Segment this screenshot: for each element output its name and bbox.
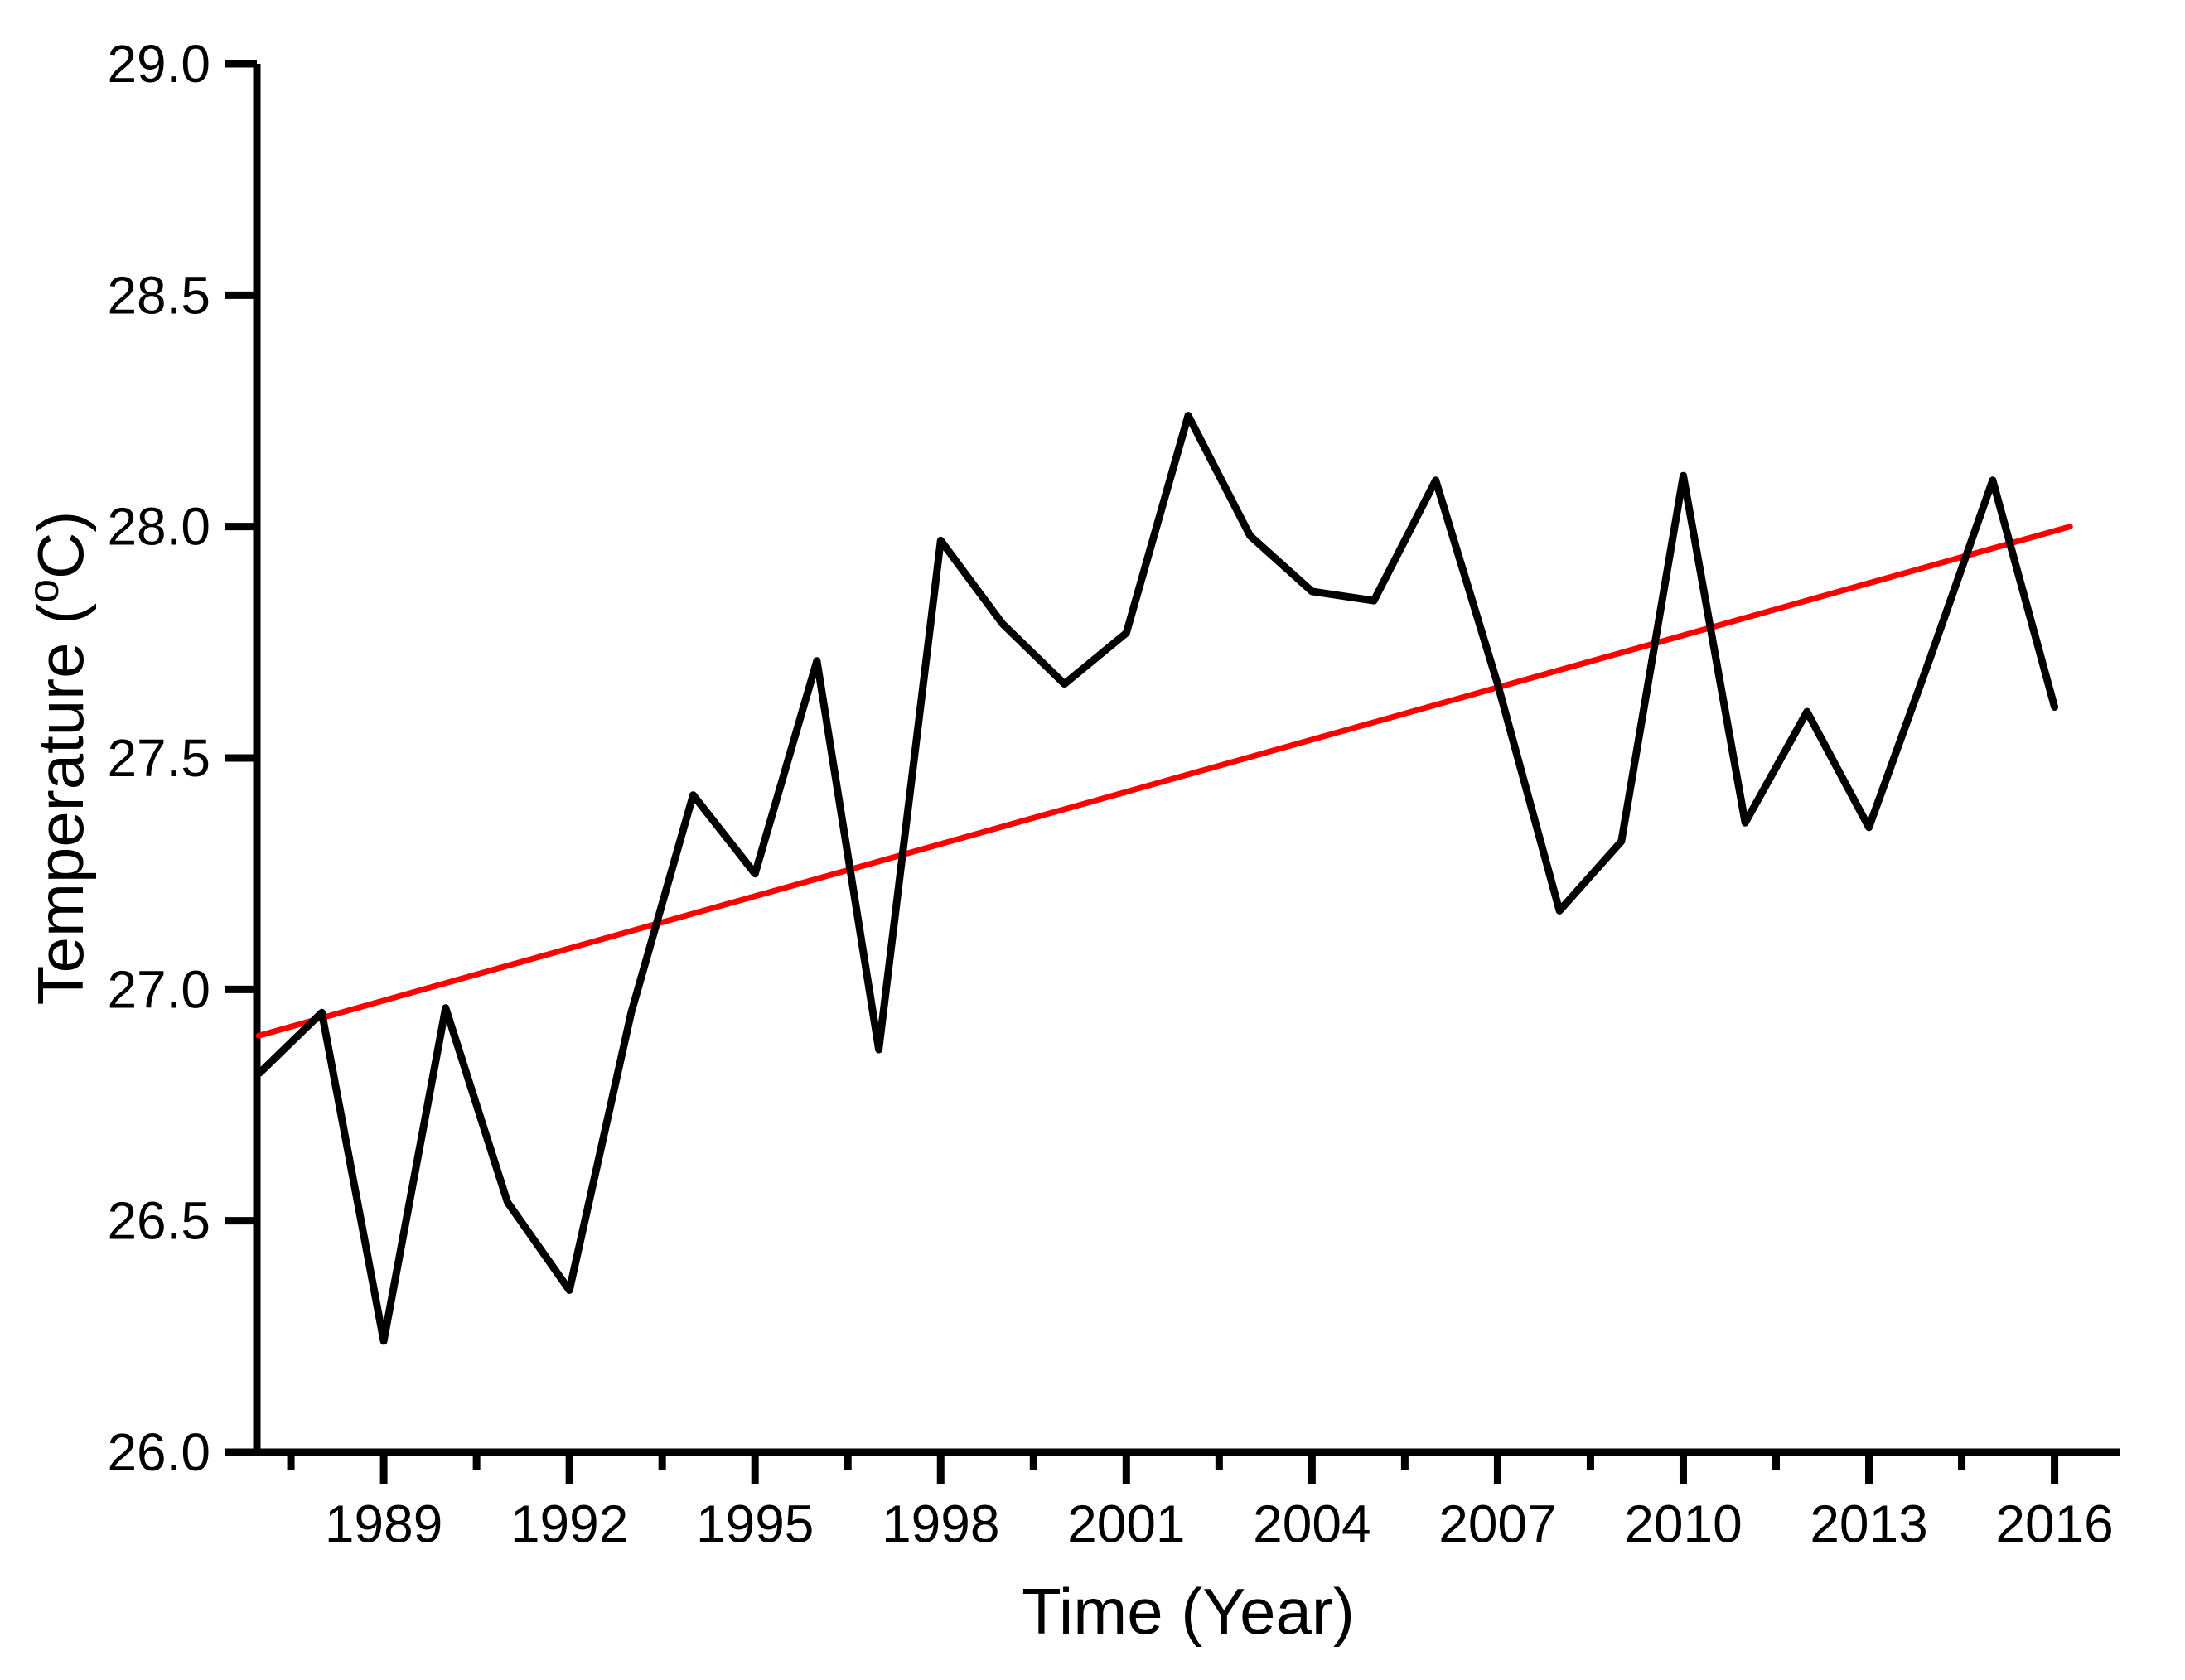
trend-line [255,524,2073,1039]
x-tick-label: 2004 [1253,1494,1370,1553]
y-tick-label: 26.5 [107,1191,210,1251]
x-tick-label: 2010 [1624,1494,1742,1553]
x-axis-title: Time (Year) [1022,1575,1355,1648]
x-tick-label: 2001 [1067,1494,1185,1553]
x-tick-label: 1995 [696,1494,814,1553]
y-tick-label: 28.5 [107,265,210,325]
temperature-line [256,412,2059,1345]
x-tick-label: 2016 [1995,1494,2113,1553]
x-tick-label: 1989 [325,1494,442,1553]
x-tick-label: 1998 [882,1494,999,1553]
x-tick-label: 2013 [1810,1494,1927,1553]
x-tick-label: 2007 [1438,1494,1556,1553]
y-tick-label: 26.0 [107,1422,210,1482]
y-tick-label: 27.0 [107,959,210,1019]
y-axis-title: Temperature (oC) [20,511,97,1006]
y-tick-label: 27.5 [107,728,210,788]
x-tick-label: 1992 [510,1494,628,1553]
y-tick-label: 29.0 [107,34,210,94]
y-tick-label: 28.0 [107,497,210,557]
